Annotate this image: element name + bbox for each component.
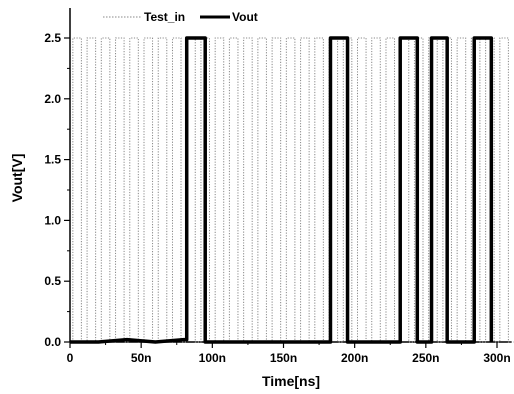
x-tick-label: 50n <box>131 351 152 365</box>
x-tick-label: 250n <box>412 351 439 365</box>
legend-test-in-label: Test_in <box>144 10 185 24</box>
legend-vout-label: Vout <box>232 10 258 24</box>
y-axis-title: Vout[V] <box>9 154 25 203</box>
y-tick-label: 2.0 <box>44 92 61 106</box>
y-tick-label: 1.0 <box>44 213 61 227</box>
vout-series-line <box>70 36 494 344</box>
x-tick-label: 100n <box>199 351 226 365</box>
x-tick-label: 150n <box>270 351 297 365</box>
y-tick-label: 0.0 <box>44 335 61 349</box>
x-tick-label: 200n <box>341 351 368 365</box>
legend: Test_in Vout <box>103 10 258 24</box>
test-in-series-line <box>70 37 514 343</box>
plot-area: 0 50n 100n 150n 200n 250n 300n 0.0 0.5 1.0 1.5 2.0 2… <box>44 8 514 365</box>
y-tick-label: 1.5 <box>44 153 61 167</box>
y-tick-label: 2.5 <box>44 31 61 45</box>
y-tick-label: 0.5 <box>44 274 61 288</box>
x-axis-title: Time[ns] <box>262 373 320 389</box>
x-tick-label: 300n <box>483 351 510 365</box>
x-tick-label: 0 <box>67 351 74 365</box>
